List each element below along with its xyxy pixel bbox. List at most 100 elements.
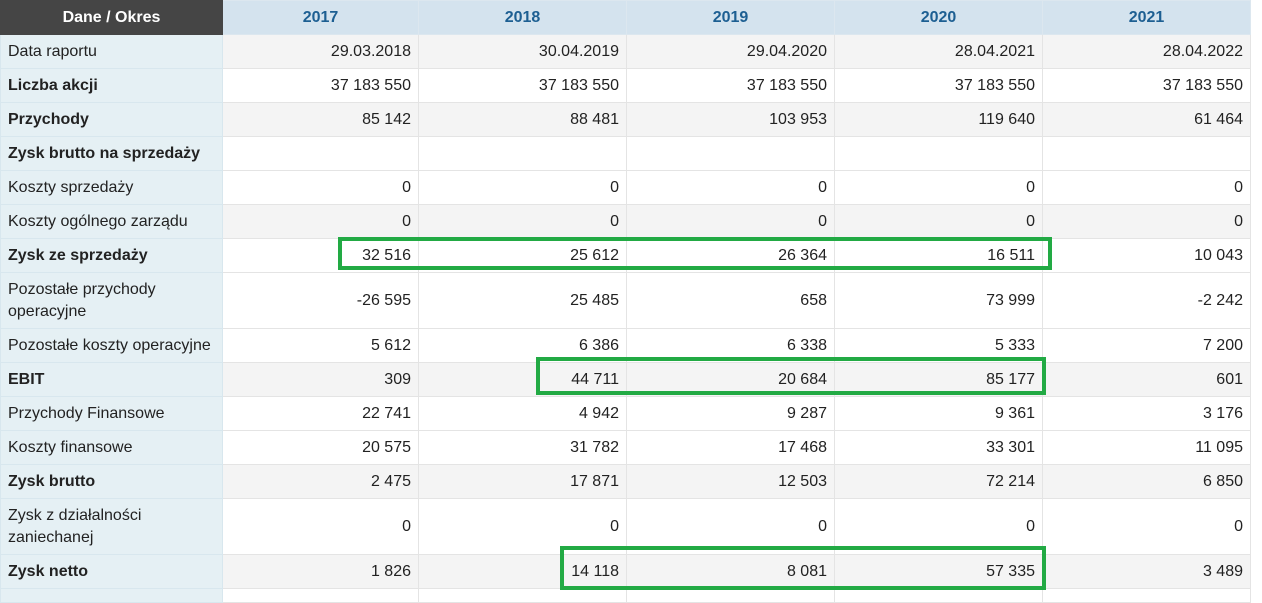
table-cell: 17 468 — [626, 430, 835, 465]
table-cell: -26 595 — [222, 272, 419, 329]
table-cell — [1042, 588, 1251, 603]
table-cell — [222, 136, 419, 171]
table-cell: 29.03.2018 — [222, 34, 419, 69]
table-row: Przychody 85 142 88 481 103 953 119 640 … — [0, 102, 1251, 137]
table-cell: 3 489 — [1042, 554, 1251, 589]
table-cell: 37 183 550 — [222, 68, 419, 103]
row-label: EBIT — [0, 362, 223, 397]
table-cell: 28.04.2021 — [834, 34, 1043, 69]
table-cell: 28.04.2022 — [1042, 34, 1251, 69]
table-cell: 32 516 — [222, 238, 419, 273]
table-cell — [418, 588, 627, 603]
row-label: Przychody — [0, 102, 223, 137]
table-cell: 0 — [1042, 204, 1251, 239]
table-cell: 6 338 — [626, 328, 835, 363]
table-row: Koszty sprzedaży 0 0 0 0 0 — [0, 170, 1251, 205]
table-row: Pozostałe koszty operacyjne 5 612 6 386 … — [0, 328, 1251, 363]
year-header-2021[interactable]: 2021 — [1042, 0, 1251, 35]
table-cell: 0 — [834, 204, 1043, 239]
row-label: Liczba akcji — [0, 68, 223, 103]
table-row: Zysk brutto na sprzedaży — [0, 136, 1251, 171]
table-cell: 1 826 — [222, 554, 419, 589]
table-cell: 11 095 — [1042, 430, 1251, 465]
table-cell: 37 183 550 — [418, 68, 627, 103]
row-label: Zysk brutto — [0, 464, 223, 499]
row-label: Zysk netto — [0, 554, 223, 589]
row-label: Zysk brutto na sprzedaży — [0, 136, 223, 171]
table-cell: 9 361 — [834, 396, 1043, 431]
table-cell: 73 999 — [834, 272, 1043, 329]
table-cell — [222, 588, 419, 603]
table-row: Koszty finansowe 20 575 31 782 17 468 33… — [0, 430, 1251, 465]
table-cell: 37 183 550 — [626, 68, 835, 103]
table-cell: 0 — [418, 170, 627, 205]
table-cell — [418, 136, 627, 171]
table-cell: 0 — [834, 170, 1043, 205]
row-label: Przychody Finansowe — [0, 396, 223, 431]
table-cell: 10 043 — [1042, 238, 1251, 273]
table-cell: 0 — [418, 498, 627, 555]
table-cell: 6 850 — [1042, 464, 1251, 499]
table-cell — [834, 588, 1043, 603]
table-row: Zysk z działalności zaniechanej 0 0 0 0 … — [0, 498, 1251, 555]
table-cell: 0 — [626, 170, 835, 205]
table-cell: 85 177 — [834, 362, 1043, 397]
table-cell: 309 — [222, 362, 419, 397]
table-cell: 85 142 — [222, 102, 419, 137]
row-label: Zysk ze sprzedaży — [0, 238, 223, 273]
table-row-partial — [0, 588, 1251, 603]
row-label: Koszty ogólnego zarządu — [0, 204, 223, 239]
table-cell: 25 485 — [418, 272, 627, 329]
table-cell: 7 200 — [1042, 328, 1251, 363]
table-row: Zysk netto 1 826 14 118 8 081 57 335 3 4… — [0, 554, 1251, 589]
table-cell: 20 684 — [626, 362, 835, 397]
table-cell: 8 081 — [626, 554, 835, 589]
table-cell: 0 — [1042, 498, 1251, 555]
table-cell: 33 301 — [834, 430, 1043, 465]
table-cell — [626, 588, 835, 603]
table-cell: 31 782 — [418, 430, 627, 465]
table-row: Zysk brutto 2 475 17 871 12 503 72 214 6… — [0, 464, 1251, 499]
table-cell: 0 — [626, 204, 835, 239]
table-cell: 61 464 — [1042, 102, 1251, 137]
table-cell: 57 335 — [834, 554, 1043, 589]
row-label: Data raportu — [0, 34, 223, 69]
year-header-2017[interactable]: 2017 — [222, 0, 419, 35]
table-cell: 601 — [1042, 362, 1251, 397]
table-cell: 26 364 — [626, 238, 835, 273]
table-row: Zysk ze sprzedaży 32 516 25 612 26 364 1… — [0, 238, 1251, 273]
table-cell — [626, 136, 835, 171]
year-header-2018[interactable]: 2018 — [418, 0, 627, 35]
table-cell: 29.04.2020 — [626, 34, 835, 69]
row-label: Koszty sprzedaży — [0, 170, 223, 205]
table-cell: -2 242 — [1042, 272, 1251, 329]
table-row: Koszty ogólnego zarządu 0 0 0 0 0 — [0, 204, 1251, 239]
table-cell: 20 575 — [222, 430, 419, 465]
table-cell: 103 953 — [626, 102, 835, 137]
year-header-2020[interactable]: 2020 — [834, 0, 1043, 35]
row-label: Zysk z działalności zaniechanej — [0, 498, 223, 555]
table-cell: 2 475 — [222, 464, 419, 499]
table-cell: 44 711 — [418, 362, 627, 397]
year-header-2019[interactable]: 2019 — [626, 0, 835, 35]
table-cell: 0 — [1042, 170, 1251, 205]
table-cell: 12 503 — [626, 464, 835, 499]
table-cell: 658 — [626, 272, 835, 329]
table-cell: 22 741 — [222, 396, 419, 431]
table-cell — [834, 136, 1043, 171]
table-cell: 25 612 — [418, 238, 627, 273]
table-row: Liczba akcji 37 183 550 37 183 550 37 18… — [0, 68, 1251, 103]
table-cell: 4 942 — [418, 396, 627, 431]
table-cell — [1042, 136, 1251, 171]
corner-header: Dane / Okres — [0, 0, 223, 35]
table-cell: 0 — [222, 498, 419, 555]
table-cell: 0 — [222, 204, 419, 239]
table-row: Data raportu 29.03.2018 30.04.2019 29.04… — [0, 34, 1251, 69]
table-cell: 0 — [418, 204, 627, 239]
table-cell: 9 287 — [626, 396, 835, 431]
table-cell: 17 871 — [418, 464, 627, 499]
table-row: Przychody Finansowe 22 741 4 942 9 287 9… — [0, 396, 1251, 431]
table-cell: 3 176 — [1042, 396, 1251, 431]
table-cell: 5 333 — [834, 328, 1043, 363]
